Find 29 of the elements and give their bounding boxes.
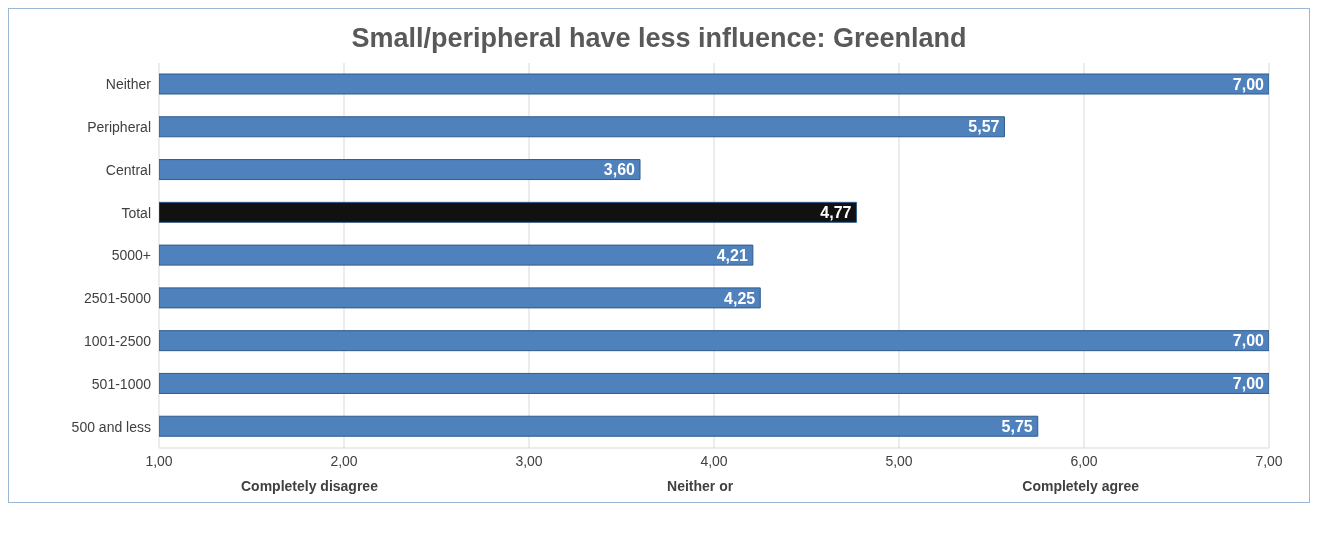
- text: Completely disagree: [241, 478, 378, 494]
- x-tick-label: 4,00: [700, 452, 728, 469]
- y-tick-label: 5000+: [111, 247, 151, 264]
- x-tick-label: 7,00: [1255, 452, 1283, 469]
- x-tick-label: 3,00: [515, 452, 543, 469]
- data-label: 4,21: [716, 246, 748, 264]
- data-label: 7,00: [1232, 75, 1265, 93]
- chart-title: Small/peripheral have less influence: Greenland: [350, 23, 968, 54]
- data-label: 3,60: [603, 161, 636, 179]
- y-tick-label: Neither: [105, 76, 152, 93]
- data-label: 5,75: [1001, 417, 1033, 435]
- data-label: 4,25: [724, 289, 756, 307]
- y-tick-label: 2501-5000: [84, 290, 152, 307]
- data-label: 4,77: [820, 204, 852, 222]
- x-tick-label: 6,00: [1070, 452, 1098, 469]
- data-label: 7,00: [1232, 375, 1265, 393]
- y-tick-label: Peripheral: [87, 119, 151, 136]
- x-tick-label: 2,00: [330, 452, 358, 469]
- y-tick-label: 500 and less: [71, 418, 151, 435]
- data-label: 7,00: [1232, 332, 1265, 350]
- y-tick-label: 1001-2500: [84, 333, 152, 350]
- x-tick-label: 5,00: [885, 452, 913, 469]
- data-label: 5,57: [968, 118, 1000, 136]
- x-tick-label: 1,00: [145, 452, 173, 469]
- text: Completely agree: [1022, 478, 1139, 494]
- text: Neither or: [667, 478, 734, 494]
- y-tick-label: Central: [105, 161, 151, 178]
- y-tick-label: 501-1000: [91, 375, 152, 392]
- y-tick-label: Total: [121, 204, 151, 221]
